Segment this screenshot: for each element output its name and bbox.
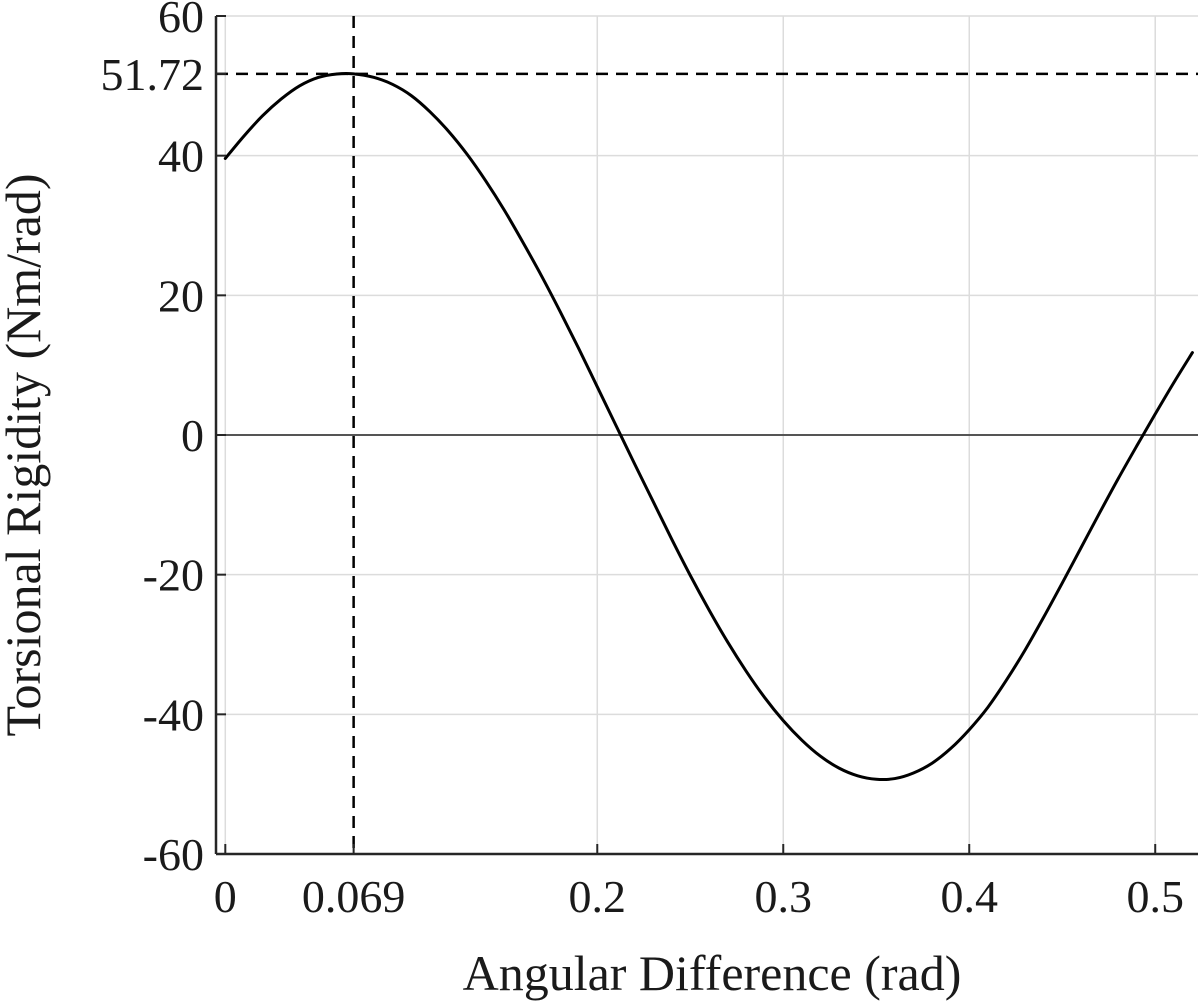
y-tick-label: -60 [143,829,204,880]
series-line [223,71,1194,782]
x-tick-label: 0.2 [569,871,627,922]
y-ticks: -60 -40 -20 0 20 40 51.72 60 [101,0,226,880]
x-ticks: 0 0.069 0.2 0.3 0.4 0.5 [214,844,1184,922]
x-tick-label: 0.069 [302,871,406,922]
x-tick-label: 0 [214,871,237,922]
y-tick-label: -40 [143,689,204,740]
reference-lines [216,16,1198,854]
series-layer [223,71,1194,782]
x-tick-label: 0.4 [940,871,998,922]
y-tick-label: 20 [158,270,204,321]
x-axis-title: Angular Difference (rad) [463,945,962,1001]
y-tick-label: 40 [158,131,204,182]
y-axis-title: Torsional Rigidity (Nm/rad) [0,173,51,736]
y-tick-label: 60 [158,0,204,42]
y-tick-label: 0 [181,410,204,461]
y-tick-label: 51.72 [101,49,205,100]
x-tick-label: 0.3 [755,871,813,922]
x-tick-label: 0.5 [1126,871,1184,922]
y-tick-label: -20 [143,550,204,601]
